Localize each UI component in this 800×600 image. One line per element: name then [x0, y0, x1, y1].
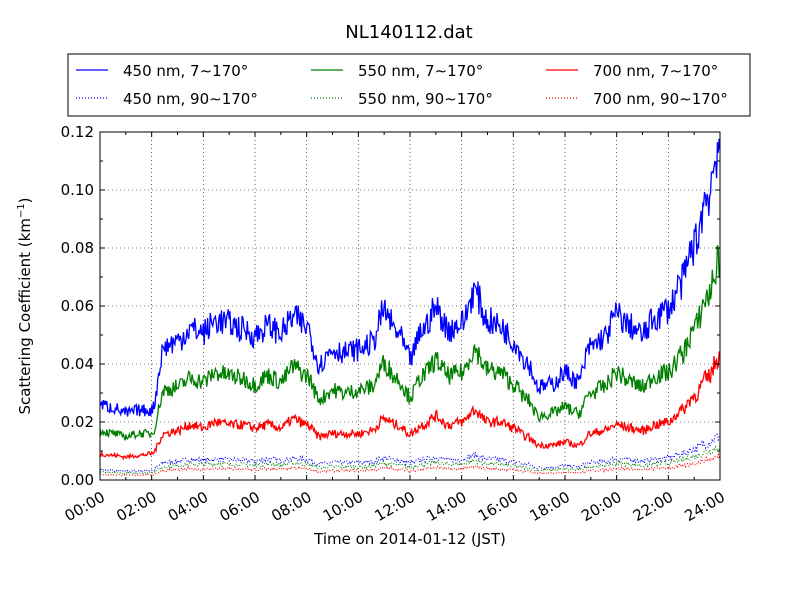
- x-tick-label: 22:00: [630, 488, 676, 525]
- series-line: [99, 351, 721, 461]
- y-tick-label: 0.10: [61, 181, 94, 199]
- x-tick-label: 06:00: [217, 488, 263, 525]
- y-tick-label: 0.00: [61, 471, 94, 489]
- legend-label: 450 nm, 90∼170°: [123, 90, 258, 108]
- chart-title: NL140112.dat: [345, 22, 472, 43]
- y-axis-label-main: Scattering Coefficient (km: [16, 218, 34, 414]
- x-tick-label: 16:00: [475, 488, 521, 525]
- y-tick-label: 0.06: [61, 297, 94, 315]
- series-line: [99, 432, 721, 473]
- y-tick-label: 0.02: [61, 413, 94, 431]
- legend-box: [67, 53, 751, 117]
- x-axis-label: Time on 2014-01-12 (JST): [313, 530, 506, 548]
- x-tick-label: 02:00: [113, 488, 159, 525]
- legend: 450 nm, 7∼170° 550 nm, 7∼170° 700 nm, 7∼17…: [67, 53, 751, 117]
- series-layer: [99, 138, 721, 477]
- y-tick-label: 0.12: [61, 123, 94, 141]
- x-tick-label: 14:00: [423, 488, 469, 525]
- legend-label: 550 nm, 7∼170°: [358, 62, 483, 80]
- y-axis-label-end: ): [16, 197, 34, 203]
- x-tick-label: 20:00: [578, 488, 624, 525]
- legend-label: 700 nm, 90∼170°: [593, 90, 728, 108]
- x-tick-label: 10:00: [320, 488, 366, 525]
- x-tick-label: 00:00: [62, 488, 108, 525]
- y-axis-label: Scattering Coefficient (km−1): [16, 197, 34, 414]
- y-axis-label-sup: −1: [16, 203, 27, 218]
- series-line: [99, 245, 721, 441]
- x-tick-label: 08:00: [268, 488, 314, 525]
- y-tick-label: 0.08: [61, 239, 94, 257]
- x-tick-label: 04:00: [165, 488, 211, 525]
- x-tick-label: 18:00: [527, 488, 573, 525]
- y-tick-label: 0.04: [61, 355, 94, 373]
- x-tick-label: 24:00: [682, 488, 728, 525]
- series-line: [99, 444, 721, 476]
- legend-label: 700 nm, 7∼170°: [593, 62, 718, 80]
- legend-label: 550 nm, 90∼170°: [358, 90, 493, 108]
- legend-label: 450 nm, 7∼170°: [123, 62, 248, 80]
- series-line: [99, 138, 721, 417]
- x-tick-label: 12:00: [372, 488, 418, 525]
